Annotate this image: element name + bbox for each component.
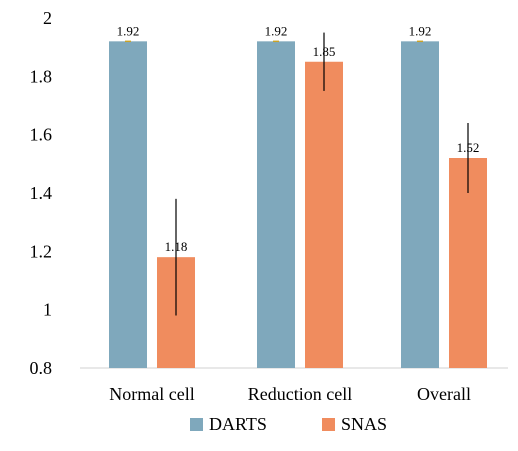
data-label-snas-0: 1.18	[165, 239, 188, 254]
data-label-darts-1: 1.92	[265, 23, 288, 38]
bar-darts-1	[257, 41, 295, 368]
category-label: Overall	[417, 384, 471, 404]
y-tick-label: 1.6	[30, 125, 53, 145]
y-tick-label: 1	[43, 300, 52, 320]
legend: DARTS SNAS	[190, 414, 387, 434]
y-axis-tick-labels: 0.8 1 1.2 1.4 1.6 1.8 2	[30, 8, 53, 378]
y-tick-label: 1.8	[30, 66, 53, 86]
bar-darts-2	[401, 41, 439, 368]
data-label-darts-2: 1.92	[409, 23, 432, 38]
legend-swatch-darts	[190, 418, 203, 431]
bars-group	[109, 41, 487, 368]
data-label-darts-0: 1.92	[117, 23, 140, 38]
bar-snas-1	[305, 61, 343, 368]
legend-label-snas: SNAS	[341, 414, 387, 434]
bar-darts-0	[109, 41, 147, 368]
legend-label-darts: DARTS	[209, 414, 267, 434]
y-tick-label: 0.8	[30, 358, 53, 378]
legend-swatch-snas	[322, 418, 335, 431]
data-label-snas-1: 1.85	[313, 44, 336, 59]
y-tick-label: 2	[43, 8, 52, 28]
category-label: Normal cell	[109, 384, 194, 404]
error-bars-group	[125, 32, 469, 316]
y-tick-label: 1.2	[30, 241, 53, 261]
data-label-snas-2: 1.52	[457, 140, 480, 155]
data-labels-group: 1.92 1.92 1.92 1.18 1.85 1.52	[117, 23, 480, 254]
category-label: Reduction cell	[248, 384, 352, 404]
x-axis-category-labels: Normal cell Reduction cell Overall	[109, 384, 471, 404]
y-tick-label: 1.4	[30, 183, 53, 203]
